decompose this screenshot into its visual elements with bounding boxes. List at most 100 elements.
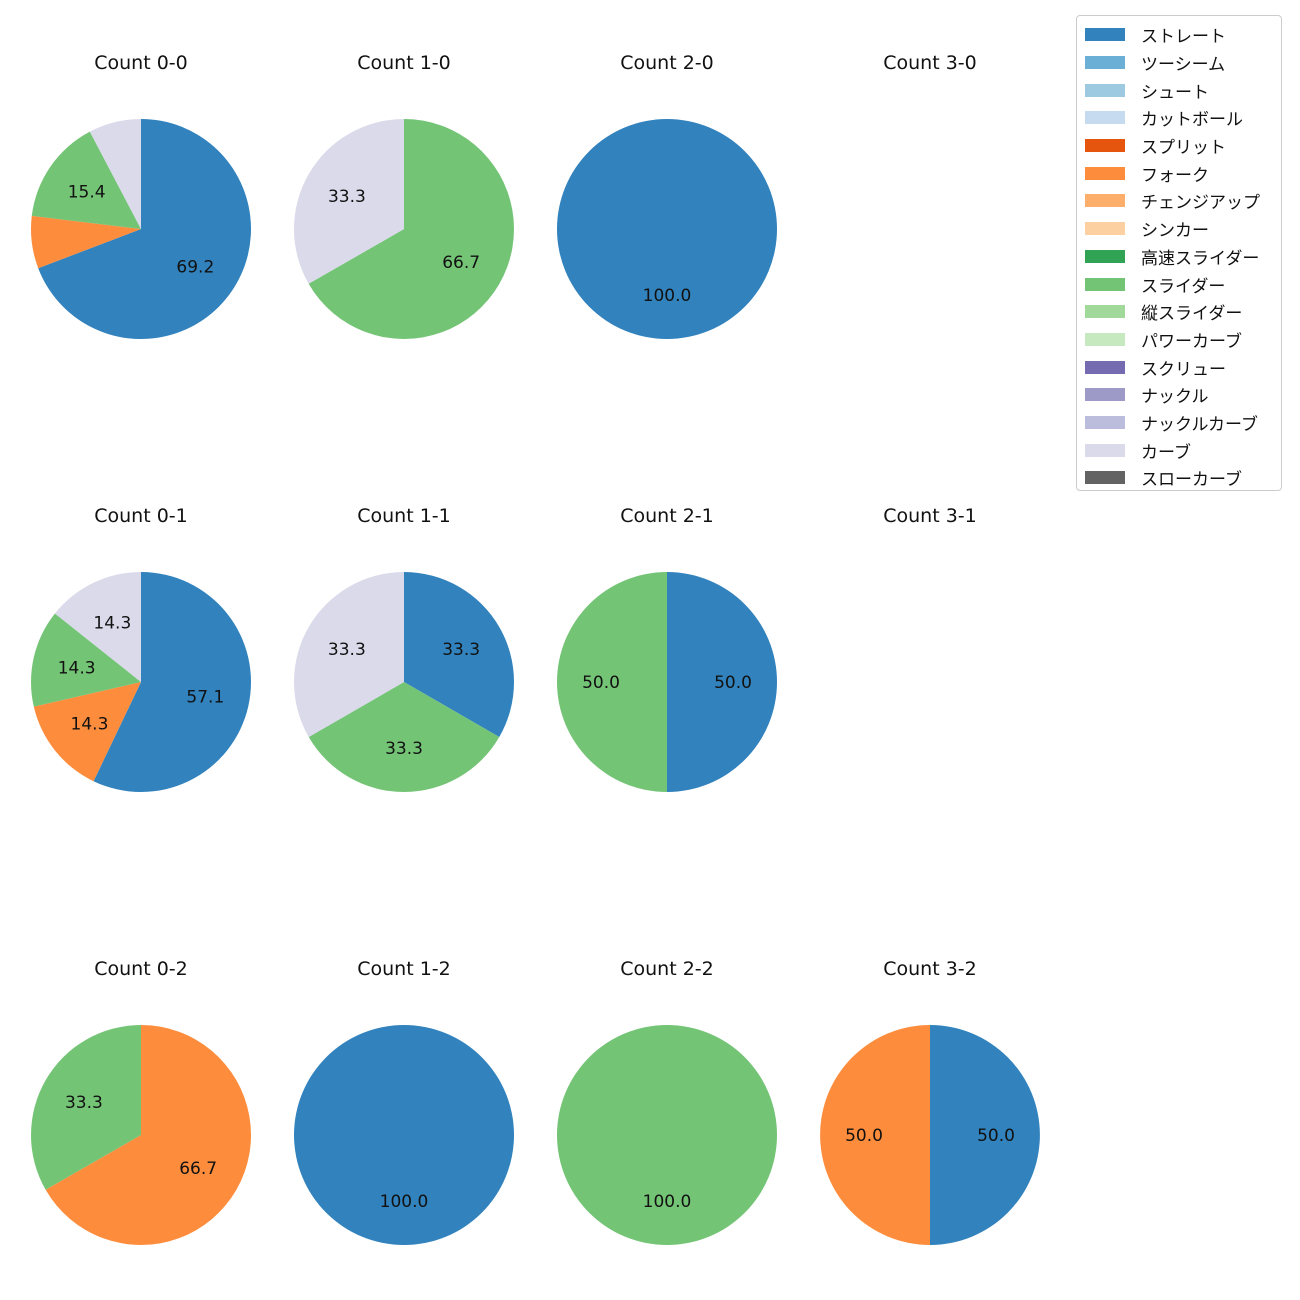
chart-title: Count 2-2 <box>620 958 714 980</box>
slice-label: 50.0 <box>845 1126 883 1146</box>
legend-label: スプリット <box>1141 138 1226 159</box>
slice-label: 50.0 <box>977 1126 1015 1146</box>
slice-label: 33.3 <box>328 640 366 660</box>
legend-label: スクリュー <box>1141 359 1226 380</box>
pie-slice <box>308 682 500 792</box>
pie-slice <box>820 1025 930 1245</box>
legend-swatch <box>1085 415 1125 429</box>
legend-swatch <box>1085 194 1125 208</box>
pie-slice <box>38 119 252 339</box>
legend-item: カーブ <box>1085 436 1281 464</box>
legend-label: ストレート <box>1141 27 1226 48</box>
legend-item: 高速スライダー <box>1085 243 1281 271</box>
pie-chart: Count 1-0 66.7 33.3 <box>293 52 514 339</box>
legend-item: スローカーブ <box>1085 464 1281 492</box>
legend-label: 縦スライダー <box>1141 304 1243 325</box>
slice-label: 33.3 <box>385 739 423 759</box>
slice-label: 14.3 <box>93 614 131 634</box>
legend-swatch <box>1085 471 1125 485</box>
legend-swatch <box>1085 56 1125 70</box>
pie-chart: Count 0-0 69.2 15.4 <box>31 52 252 339</box>
legend-swatch <box>1085 166 1125 180</box>
legend-swatch <box>1085 139 1125 153</box>
legend-swatch <box>1085 305 1125 319</box>
chart-title: Count 3-2 <box>883 958 977 980</box>
chart-title: Count 2-0 <box>620 52 714 74</box>
legend-item: スクリュー <box>1085 353 1281 381</box>
legend-swatch <box>1085 277 1125 291</box>
pie-slice <box>30 613 141 707</box>
pie-chart: Count 0-1 57.1 14.3 14.3 14.3 <box>30 505 252 792</box>
legend-item: スライダー <box>1085 270 1281 298</box>
pie-slice <box>31 131 141 229</box>
legend-item: スプリット <box>1085 132 1281 160</box>
legend-item: ストレート <box>1085 21 1281 49</box>
pie-chart: Count 3-1 <box>883 505 977 527</box>
legend-swatch <box>1085 332 1125 346</box>
pie-slice <box>557 1025 777 1245</box>
slice-label: 57.1 <box>186 688 224 708</box>
pie-chart: Count 3-2 50.0 50.0 <box>820 958 1040 1245</box>
chart-title: Count 2-1 <box>620 505 714 527</box>
chart-title: Count 1-2 <box>357 958 451 980</box>
pie-slice <box>557 119 777 339</box>
slice-label: 33.3 <box>65 1093 103 1113</box>
pie-chart: Count 1-1 33.3 33.3 33.3 <box>294 505 514 792</box>
slice-label: 33.3 <box>442 640 480 660</box>
pie-chart: Count 3-0 <box>883 52 977 74</box>
pie-slice <box>404 572 514 737</box>
chart-title: Count 0-1 <box>94 505 188 527</box>
legend-label: 高速スライダー <box>1141 248 1260 269</box>
legend-item: シンカー <box>1085 215 1281 243</box>
pie-slice <box>294 1025 514 1245</box>
legend-item: パワーカーブ <box>1085 326 1281 354</box>
slice-label: 15.4 <box>68 183 106 203</box>
legend-swatch <box>1085 111 1125 125</box>
legend-label: カットボール <box>1141 110 1243 131</box>
legend-item: ナックルカーブ <box>1085 409 1281 437</box>
legend-item: チェンジアップ <box>1085 187 1281 215</box>
pie-chart: Count 2-2 100.0 <box>557 958 777 1245</box>
legend-item: カットボール <box>1085 104 1281 132</box>
chart-title: Count 1-0 <box>357 52 451 74</box>
legend-label: スローカーブ <box>1141 470 1242 491</box>
legend-label: スライダー <box>1141 276 1226 297</box>
legend-label: カーブ <box>1141 442 1191 463</box>
slice-label: 100.0 <box>643 1192 692 1212</box>
chart-title: Count 1-1 <box>357 505 451 527</box>
chart-title: Count 0-2 <box>94 958 188 980</box>
legend-label: ナックルカーブ <box>1141 414 1258 435</box>
pie-slice <box>293 119 404 284</box>
legend: ストレートツーシームシュートカットボール スプリット フォークチェンジアップ シンカー… <box>1076 15 1282 491</box>
legend-swatch <box>1085 388 1125 402</box>
pie-slice <box>54 572 141 682</box>
legend-label: ナックル <box>1141 387 1209 408</box>
legend-item: ナックル <box>1085 381 1281 409</box>
slice-label: 50.0 <box>582 673 620 693</box>
slice-label: 100.0 <box>643 286 692 306</box>
slice-label: 50.0 <box>714 673 752 693</box>
chart-title: Count 3-1 <box>883 505 977 527</box>
pie-slice <box>31 215 141 269</box>
pie-chart: Count 1-2 100.0 <box>294 958 514 1245</box>
legend-label: ツーシーム <box>1141 55 1226 76</box>
legend-item: 縦スライダー <box>1085 298 1281 326</box>
chart-title: Count 3-0 <box>883 52 977 74</box>
legend-swatch <box>1085 83 1125 97</box>
legend-item: フォーク <box>1085 159 1281 187</box>
pie-chart: Count 0-2 66.7 33.3 <box>30 958 252 1245</box>
legend-swatch <box>1085 222 1125 236</box>
pie-chart: Count 2-1 50.0 50.0 <box>557 505 777 792</box>
slice-label: 33.3 <box>328 187 366 207</box>
legend-swatch <box>1085 443 1125 457</box>
chart-title: Count 0-0 <box>94 52 188 74</box>
legend-swatch <box>1085 360 1125 374</box>
pie-slice <box>33 682 141 782</box>
legend-label: パワーカーブ <box>1141 331 1242 352</box>
pie-slice <box>557 572 667 792</box>
legend-label: シュート <box>1141 82 1209 103</box>
legend-label: チェンジアップ <box>1141 193 1260 214</box>
pie-slice <box>30 1025 141 1190</box>
legend-label: シンカー <box>1141 221 1209 242</box>
